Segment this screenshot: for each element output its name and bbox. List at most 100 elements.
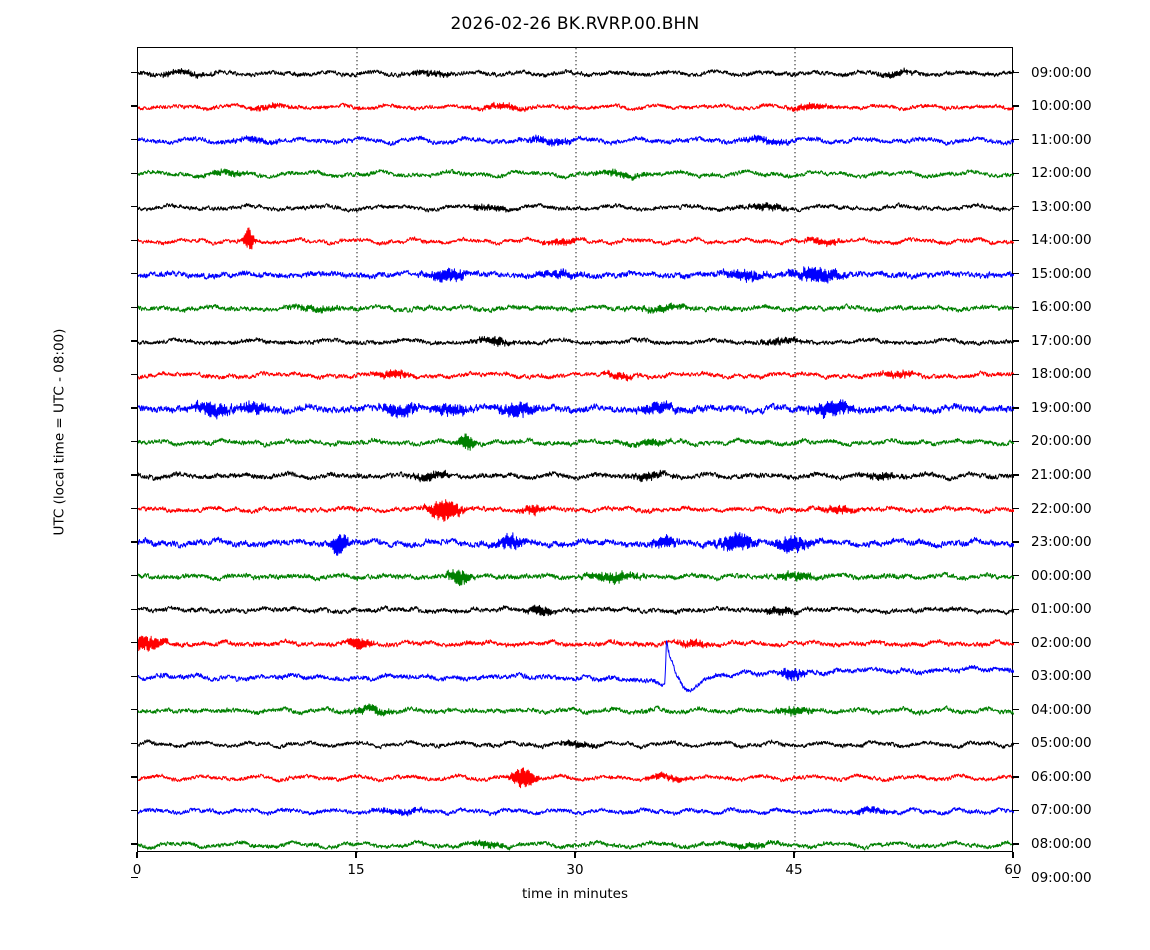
trace-030000 [138,703,1014,717]
trace-000000 [138,604,1014,617]
y-tick-mark-left [131,306,138,308]
y-tick-mark-left [131,172,138,174]
y-tick-label-right: 09:00:00 [1031,869,1092,886]
x-tick-label: 60 [1004,862,1022,878]
y-tick-mark-right [1012,608,1019,610]
y-tick-label-right: 06:00:00 [1031,768,1092,785]
y-tick-mark-left [131,541,138,543]
trace-160000 [138,335,1014,347]
y-tick-mark-right [1012,71,1019,74]
y-tick-mark-left [131,138,138,141]
y-tick-mark-right [1012,138,1019,141]
trace-020000 [138,640,1014,693]
y-axis-label: UTC (local time = UTC - 08:00) [51,328,68,536]
y-tick-label-right: 16:00:00 [1031,299,1092,316]
y-tick-label-right: 08:00:00 [1031,835,1092,852]
y-tick-mark-right [1012,843,1019,845]
trace-230000 [138,568,1014,587]
y-tick-mark-left [131,273,138,275]
y-tick-mark-right [1012,642,1019,644]
trace-180000 [138,399,1014,420]
trace-190000 [138,433,1014,451]
trace-040000 [138,739,1014,750]
y-tick-mark-left [131,675,138,677]
y-tick-label-right: 02:00:00 [1031,634,1092,651]
trace-130000 [138,227,1014,250]
trace-110000 [138,168,1014,181]
y-tick-mark-left [131,876,138,879]
y-tick-label-right: 09:00:00 [1031,64,1092,81]
x-tick-mark [574,852,576,858]
x-tick-mark [355,852,357,858]
y-tick-label-right: 14:00:00 [1031,232,1092,249]
trace-220000 [138,531,1014,556]
y-tick-label-right: 15:00:00 [1031,265,1092,282]
y-tick-label-right: 05:00:00 [1031,735,1092,752]
trace-120000 [138,202,1014,213]
y-tick-label-right: 01:00:00 [1031,601,1092,618]
trace-010000 [138,635,1014,652]
trace-060000 [138,805,1014,817]
y-tick-mark-right [1012,575,1019,577]
x-tick-mark [136,852,138,858]
y-tick-label-right: 13:00:00 [1031,198,1092,215]
y-tick-mark-left [131,575,138,577]
x-tick-label: 45 [785,862,803,878]
x-tick-label: 15 [347,862,365,878]
y-tick-mark-right [1012,273,1019,275]
trace-080000 [138,67,1014,79]
y-tick-mark-right [1012,340,1019,342]
y-tick-label-right: 20:00:00 [1031,433,1092,450]
y-tick-mark-left [131,239,138,241]
y-tick-mark-right [1012,876,1019,879]
y-tick-mark-right [1012,541,1019,543]
trace-140000 [138,266,1014,284]
y-tick-mark-left [131,709,138,711]
y-tick-mark-right [1012,440,1019,443]
y-tick-mark-right [1012,373,1019,376]
y-tick-mark-left [131,642,138,644]
trace-070000 [138,839,1014,851]
y-tick-mark-right [1012,206,1019,208]
y-tick-label-right: 12:00:00 [1031,165,1092,182]
y-tick-mark-left [131,105,138,107]
trace-170000 [138,369,1014,382]
y-tick-label-right: 19:00:00 [1031,399,1092,416]
y-tick-mark-right [1012,306,1019,308]
y-tick-mark-left [131,407,138,409]
seismic-traces [138,48,1014,853]
x-tick-mark [793,852,795,858]
page-title: 2026-02-26 BK.RVRP.00.BHN [450,14,700,34]
y-tick-mark-right [1012,239,1019,241]
y-tick-label-right: 04:00:00 [1031,701,1092,718]
y-tick-label-right: 10:00:00 [1031,98,1092,115]
y-tick-mark-right [1012,809,1019,812]
y-tick-label-right: 23:00:00 [1031,534,1092,551]
trace-050000 [138,767,1014,789]
y-tick-label-right: 18:00:00 [1031,366,1092,383]
y-tick-mark-left [131,809,138,812]
trace-150000 [138,302,1014,314]
y-tick-mark-left [131,608,138,610]
y-tick-label-right: 11:00:00 [1031,131,1092,148]
y-tick-mark-right [1012,105,1019,107]
y-tick-label-right: 00:00:00 [1031,567,1092,584]
x-tick-label: 30 [566,862,584,878]
x-tick-mark [1012,852,1014,858]
x-axis-label: time in minutes [521,886,629,902]
y-tick-label-right: 03:00:00 [1031,668,1092,685]
y-tick-mark-left [131,440,138,443]
y-tick-mark-right [1012,474,1019,476]
y-tick-mark-left [131,373,138,376]
plot-area [137,47,1014,853]
y-tick-mark-left [131,71,138,74]
y-tick-mark-left [131,843,138,845]
trace-210000 [138,499,1014,522]
y-tick-label-right: 17:00:00 [1031,332,1092,349]
y-tick-mark-left [131,340,138,342]
y-tick-label-right: 22:00:00 [1031,500,1092,517]
trace-100000 [138,134,1014,147]
y-tick-mark-left [131,474,138,476]
trace-200000 [138,469,1014,483]
